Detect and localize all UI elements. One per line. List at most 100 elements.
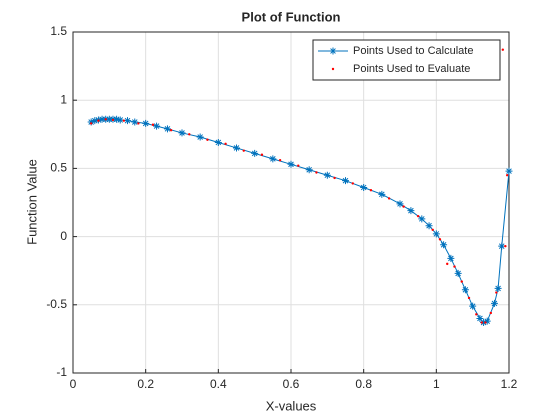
- star-marker: [407, 207, 415, 215]
- star-shape: [323, 171, 331, 179]
- star-shape: [407, 207, 415, 215]
- star-shape: [91, 117, 99, 125]
- star-marker: [483, 317, 491, 325]
- star-shape: [131, 118, 139, 126]
- star-shape: [461, 286, 469, 294]
- star-marker: [87, 118, 95, 126]
- star-shape: [378, 190, 386, 198]
- star-marker: [305, 166, 313, 174]
- star-shape: [98, 115, 106, 123]
- star-marker: [251, 149, 259, 157]
- dot-marker: [446, 262, 449, 266]
- star-shape: [342, 177, 349, 185]
- star-marker: [116, 116, 124, 124]
- star-shape: [329, 47, 337, 55]
- legend-marker: [331, 67, 335, 71]
- y-tick-label: -0.5: [46, 297, 67, 311]
- star-marker: [447, 254, 455, 262]
- star-shape: [447, 254, 455, 262]
- chart-title: Plot of Function: [242, 9, 341, 24]
- dot-marker: [104, 118, 107, 121]
- star-shape: [269, 155, 277, 163]
- dot-marker: [278, 159, 282, 162]
- star-shape: [305, 166, 313, 174]
- star-shape: [153, 122, 161, 130]
- y-tick-label: 0.5: [50, 161, 67, 175]
- dot-marker: [402, 205, 405, 208]
- dot-marker: [505, 174, 509, 177]
- star-shape: [142, 119, 150, 127]
- x-axis-label: X-values: [266, 398, 317, 413]
- star-shape: [505, 167, 513, 175]
- star-marker: [214, 138, 222, 146]
- star-shape: [287, 160, 295, 168]
- star-shape: [490, 299, 498, 307]
- dot-marker: [495, 291, 498, 294]
- dot-marker: [297, 164, 300, 167]
- star-marker: [196, 133, 204, 141]
- star-shape: [124, 117, 131, 125]
- star-shape: [87, 118, 95, 126]
- dot-marker: [97, 119, 100, 122]
- dot-marker: [484, 321, 487, 324]
- dot-marker: [351, 182, 354, 185]
- star-marker: [425, 222, 433, 230]
- star-marker: [163, 125, 171, 133]
- legend-label: Points Used to Calculate: [353, 45, 473, 57]
- star-shape: [113, 115, 121, 123]
- x-tick-label: 0: [70, 377, 77, 391]
- dot-marker: [224, 142, 227, 146]
- star-shape: [425, 222, 433, 230]
- star-marker: [153, 122, 161, 130]
- star-marker: [323, 171, 331, 179]
- star-marker: [396, 200, 404, 208]
- star-marker: [142, 119, 150, 127]
- star-marker: [480, 319, 488, 327]
- star-marker: [454, 269, 462, 277]
- star-shape: [469, 302, 477, 310]
- dot-marker: [475, 313, 478, 316]
- plot-frame: [72, 31, 510, 374]
- star-marker: [490, 299, 498, 307]
- y-tick-label: 0: [60, 229, 67, 243]
- legend-label: Points Used to Evaluate: [353, 63, 470, 75]
- star-marker: [378, 190, 386, 198]
- dot-marker: [188, 133, 191, 136]
- star-marker: [178, 129, 186, 137]
- star-marker: [233, 144, 240, 152]
- x-tick-label: 0.8: [355, 377, 372, 391]
- dot-marker: [315, 171, 318, 174]
- star-shape: [480, 319, 488, 327]
- star-shape: [116, 116, 124, 124]
- dot-marker: [111, 118, 115, 122]
- x-tick-label: 0.4: [210, 377, 227, 391]
- star-marker: [418, 215, 426, 223]
- dot-marker: [453, 265, 456, 268]
- star-marker: [461, 286, 469, 294]
- dot-marker: [137, 122, 140, 125]
- star-shape: [178, 129, 186, 137]
- dot-marker: [242, 149, 245, 152]
- star-marker: [287, 160, 295, 168]
- legend-marker: [329, 47, 337, 55]
- y-axis-label: Function Value: [24, 159, 39, 245]
- star-shape: [196, 133, 204, 141]
- star-shape: [454, 269, 462, 277]
- star-shape: [498, 242, 506, 250]
- star-marker: [476, 314, 484, 322]
- star-marker: [494, 284, 502, 292]
- dot-marker: [122, 119, 126, 122]
- x-tick-label: 0.6: [283, 377, 300, 391]
- star-shape: [476, 314, 484, 322]
- legend-box: [312, 39, 501, 81]
- y-tick-label: 1.5: [50, 24, 67, 38]
- star-marker: [124, 117, 131, 125]
- dot-marker: [431, 228, 434, 231]
- star-shape: [396, 200, 404, 208]
- x-tick-label: 1.2: [501, 377, 518, 391]
- dot-marker: [467, 296, 471, 300]
- dot-marker: [460, 280, 463, 283]
- y-tick-label: -1: [56, 365, 67, 379]
- x-tick-label: 0.2: [137, 377, 154, 391]
